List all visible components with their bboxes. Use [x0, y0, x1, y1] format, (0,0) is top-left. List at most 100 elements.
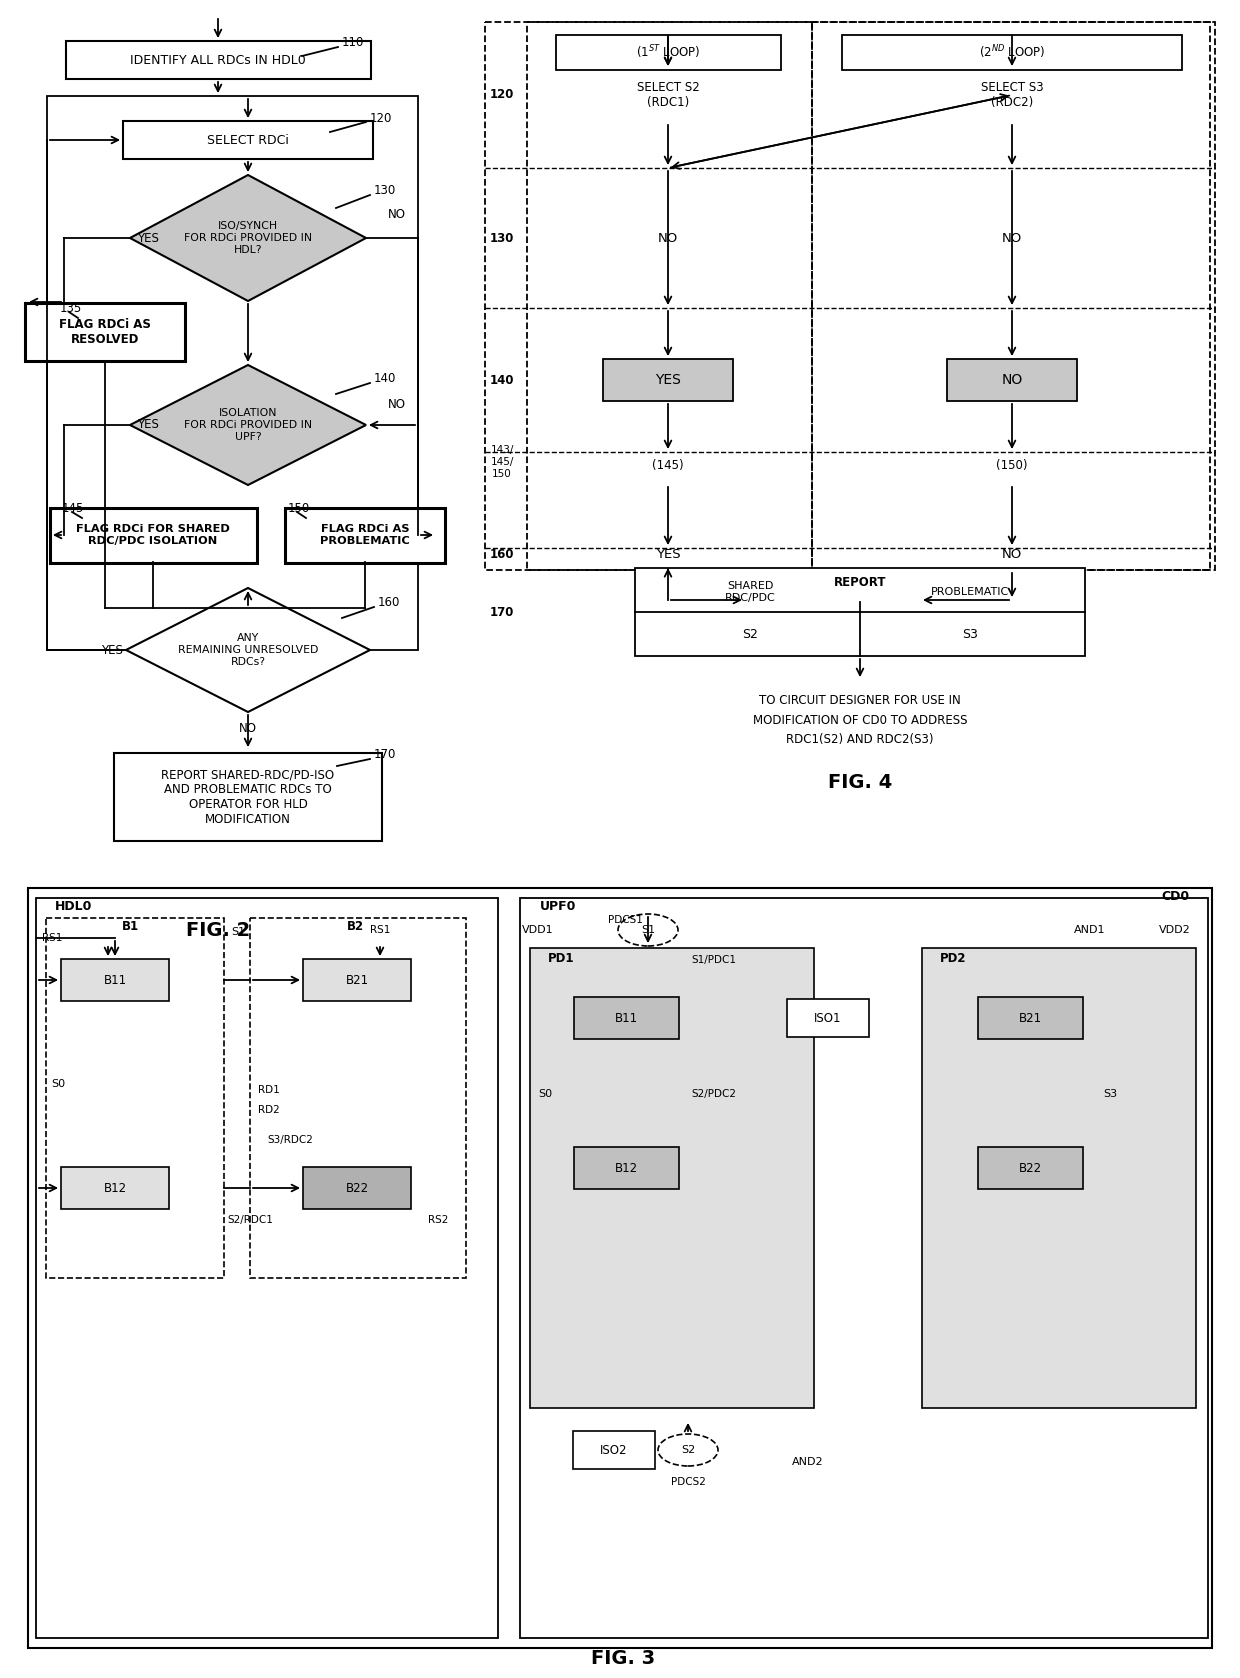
Ellipse shape [618, 915, 678, 946]
Text: FIG. 3: FIG. 3 [591, 1648, 655, 1668]
Bar [556, 35, 780, 69]
Bar [61, 960, 169, 1002]
Polygon shape [529, 948, 813, 1408]
Text: PDCS1: PDCS1 [608, 915, 642, 925]
Text: YES: YES [655, 373, 681, 388]
Text: PD1: PD1 [548, 951, 574, 965]
Polygon shape [130, 366, 366, 485]
Text: B22: B22 [346, 1181, 368, 1195]
Text: S1/PDC1: S1/PDC1 [692, 955, 737, 965]
Text: YES: YES [138, 232, 159, 245]
Text: S1: S1 [641, 925, 655, 935]
Text: PD2: PD2 [940, 951, 966, 965]
Text: VDD2: VDD2 [1159, 925, 1190, 935]
Text: YES: YES [102, 643, 123, 656]
Text: B2: B2 [346, 920, 363, 933]
Bar [977, 997, 1083, 1039]
Bar [573, 1431, 655, 1468]
Bar [303, 960, 410, 1002]
Text: MODIFICATION OF CD0 TO ADDRESS: MODIFICATION OF CD0 TO ADDRESS [753, 713, 967, 727]
Text: NO: NO [388, 398, 405, 411]
Text: RD2: RD2 [258, 1106, 280, 1114]
Bar [842, 35, 1182, 69]
Text: NO: NO [1002, 373, 1023, 388]
Text: SELECT S3
(RDC2): SELECT S3 (RDC2) [981, 81, 1043, 109]
Text: 130: 130 [374, 183, 397, 196]
Text: B11: B11 [615, 1012, 637, 1025]
Text: NO: NO [1002, 549, 1022, 562]
Text: AND1: AND1 [1074, 925, 1106, 935]
Text: FIG. 2: FIG. 2 [186, 921, 250, 940]
Polygon shape [126, 587, 370, 711]
Text: B11: B11 [103, 973, 126, 987]
Text: NO: NO [658, 232, 678, 245]
Text: 160: 160 [378, 596, 401, 609]
Text: (150): (150) [996, 458, 1028, 472]
Text: ISOLATION
FOR RDCi PROVIDED IN
UPF?: ISOLATION FOR RDCi PROVIDED IN UPF? [184, 408, 312, 441]
Text: ISO1: ISO1 [815, 1012, 842, 1025]
Bar [285, 507, 445, 562]
Text: 160: 160 [490, 549, 515, 562]
Text: B1: B1 [122, 920, 139, 933]
Text: HDL0: HDL0 [55, 899, 92, 913]
Text: RDC1(S2) AND RDC2(S3): RDC1(S2) AND RDC2(S3) [786, 733, 934, 747]
Text: S0: S0 [538, 1089, 552, 1099]
Bar [787, 998, 869, 1037]
Text: (145): (145) [652, 458, 683, 472]
Bar [114, 753, 382, 841]
Text: RS1: RS1 [370, 925, 391, 935]
Text: YES: YES [656, 549, 681, 562]
Text: B12: B12 [103, 1181, 126, 1195]
Text: FLAG RDCi AS
RESOLVED: FLAG RDCi AS RESOLVED [60, 319, 151, 346]
Text: RS2: RS2 [428, 1215, 449, 1225]
Text: AND2: AND2 [792, 1457, 823, 1467]
Bar [573, 1148, 678, 1190]
Text: S1: S1 [231, 926, 246, 936]
Text: CD0: CD0 [1162, 889, 1190, 903]
Text: PROBLEMATIC: PROBLEMATIC [931, 587, 1009, 597]
Text: NO: NO [239, 722, 257, 735]
Bar [303, 1166, 410, 1210]
Text: (2$^{ND}$ LOOP): (2$^{ND}$ LOOP) [978, 44, 1045, 60]
Text: ISO/SYNCH
FOR RDCi PROVIDED IN
HDL?: ISO/SYNCH FOR RDCi PROVIDED IN HDL? [184, 221, 312, 255]
Text: RD1: RD1 [258, 1086, 280, 1096]
Text: 120: 120 [370, 111, 392, 124]
Bar [573, 997, 678, 1039]
Text: 143/
145/
150: 143/ 145/ 150 [490, 445, 513, 478]
Text: REPORT: REPORT [833, 576, 887, 589]
Text: 170: 170 [490, 606, 515, 619]
Text: UPF0: UPF0 [539, 899, 577, 913]
Bar [25, 304, 185, 361]
Text: 120: 120 [490, 89, 515, 101]
Text: B21: B21 [346, 973, 368, 987]
Text: S2/PDC2: S2/PDC2 [692, 1089, 737, 1099]
Text: ISO2: ISO2 [600, 1443, 627, 1457]
Text: NO: NO [1002, 232, 1022, 245]
Text: B12: B12 [615, 1161, 637, 1175]
Text: YES: YES [138, 418, 159, 431]
Bar [635, 567, 1085, 656]
Text: S2: S2 [681, 1445, 696, 1455]
Text: RS1: RS1 [42, 933, 62, 943]
Polygon shape [923, 948, 1197, 1408]
Polygon shape [130, 175, 366, 300]
Text: B22: B22 [1018, 1161, 1042, 1175]
Text: SELECT S2
(RDC1): SELECT S2 (RDC1) [636, 81, 699, 109]
Text: S3: S3 [1102, 1089, 1117, 1099]
Ellipse shape [658, 1435, 718, 1467]
Text: SHARED
RDC/PDC: SHARED RDC/PDC [724, 581, 775, 602]
Text: 135: 135 [60, 302, 82, 314]
Text: 145: 145 [62, 502, 84, 515]
Bar [977, 1148, 1083, 1190]
Text: 130: 130 [490, 232, 515, 245]
Text: REPORT SHARED-RDC/PD-ISO
AND PROBLEMATIC RDCs TO
OPERATOR FOR HLD
MODIFICATION: REPORT SHARED-RDC/PD-ISO AND PROBLEMATIC… [161, 769, 335, 826]
Bar [61, 1166, 169, 1210]
Text: (1$^{ST}$ LOOP): (1$^{ST}$ LOOP) [636, 44, 701, 60]
Bar [50, 507, 257, 562]
Text: S3: S3 [962, 628, 978, 641]
Bar [66, 40, 371, 79]
Text: S2/RDC1: S2/RDC1 [227, 1215, 273, 1225]
Text: 110: 110 [342, 35, 365, 49]
Bar [123, 121, 373, 159]
Bar [603, 359, 733, 401]
